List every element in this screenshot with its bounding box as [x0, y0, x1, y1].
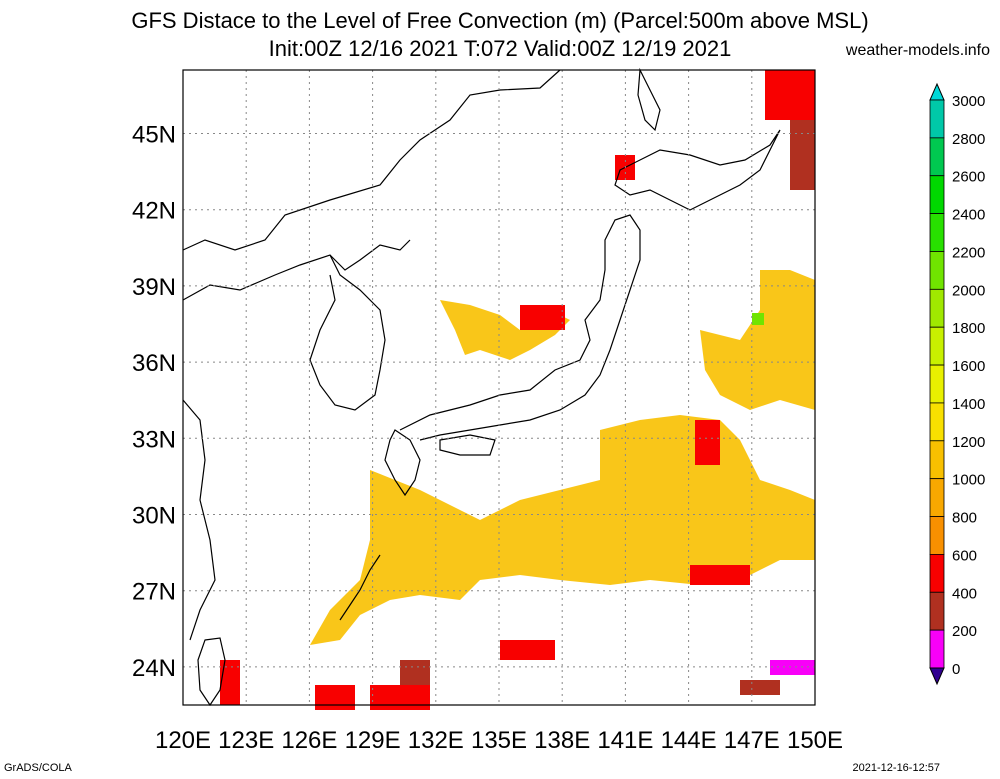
lon-label-138E: 138E	[534, 727, 590, 754]
coast-hokkaido	[614, 129, 781, 211]
colorbar-swatch	[929, 402, 945, 442]
lat-label-42N: 42N	[132, 198, 176, 225]
colorbar-label-1800: 1800	[952, 320, 985, 337]
field-red-8	[765, 70, 815, 120]
colorbar-label-1600: 1600	[952, 358, 985, 375]
map-svg: 120E 123E 126E 129E 132E 135E 138E 141E 144E 147E…	[132, 67, 985, 754]
site-credit: weather-models.info	[845, 42, 990, 59]
coast-shikoku	[439, 434, 496, 456]
lat-label-33N: 33N	[132, 426, 176, 453]
colorbar-swatch	[929, 175, 945, 215]
colorbar-top-arrow	[929, 82, 945, 101]
colorbar-swatch	[929, 251, 945, 290]
lat-label-27N: 27N	[132, 579, 176, 606]
field-magenta-1	[770, 660, 815, 675]
field-red-1	[695, 420, 720, 465]
lat-label-39N: 39N	[132, 274, 176, 301]
colorbar-label-400: 400	[952, 585, 977, 602]
lon-axis: 120E 123E 126E 129E 132E 135E 138E 141E 144E 147E…	[155, 727, 843, 754]
colorbar-label-1200: 1200	[952, 434, 985, 451]
colorbar-label-2000: 2000	[952, 282, 985, 299]
field-east	[700, 270, 815, 410]
footer-timestamp: 2021-12-16-12:57	[852, 762, 940, 774]
colorbar-swatch	[929, 516, 945, 555]
chart-title: GFS Distace to the Level of Free Convect…	[131, 8, 869, 33]
map-frame	[182, 69, 816, 706]
grid	[183, 70, 815, 705]
colorbar-label-800: 800	[952, 510, 977, 527]
lon-label-132E: 132E	[408, 727, 464, 754]
lon-label-135E: 135E	[471, 727, 527, 754]
lat-label-36N: 36N	[132, 350, 176, 377]
colorbar-label-600: 600	[952, 547, 977, 564]
lat-label-24N: 24N	[132, 655, 176, 682]
lon-label-123E: 123E	[218, 727, 274, 754]
field-red-4	[520, 305, 565, 330]
lon-label-150E: 150E	[787, 727, 843, 754]
field-red-2	[690, 565, 750, 585]
colorbar-swatch	[929, 364, 945, 404]
colorbar-swatch	[929, 591, 945, 631]
field-red-5	[370, 685, 430, 710]
colorbar-label-3000: 3000	[952, 93, 985, 110]
colorbar-swatch	[929, 554, 945, 593]
colorbar-label-1000: 1000	[952, 472, 985, 489]
colorbar-swatch	[929, 137, 945, 177]
colorbar-swatch	[929, 99, 945, 139]
lon-label-129E: 129E	[345, 727, 401, 754]
colorbar-swatch	[929, 213, 945, 252]
lat-label-45N: 45N	[132, 122, 176, 149]
footer-credit: GrADS/COLA	[4, 762, 72, 774]
colorbar-label-2600: 2600	[952, 169, 985, 186]
colorbar-swatch	[929, 288, 945, 328]
lat-axis: 45N 42N 39N 36N 33N 30N 27N 24N	[132, 122, 176, 682]
coast-taiwan	[197, 637, 226, 707]
coast-kyushu	[384, 429, 421, 497]
colorbar-label-1400: 1400	[952, 396, 985, 413]
lon-label-141E: 141E	[597, 727, 653, 754]
colorbar-label-2800: 2800	[952, 131, 985, 148]
colorbar-swatch	[929, 478, 945, 517]
chart-subtitle: Init:00Z 12/16 2021 T:072 Valid:00Z 12/1…	[268, 36, 732, 61]
coast-ryukyu	[339, 554, 381, 621]
coast-korea	[309, 254, 386, 411]
colorbar-swatch	[929, 440, 945, 480]
colorbar-bottom-arrow	[929, 667, 945, 686]
colorbar-label-2200: 2200	[952, 244, 985, 261]
lon-label-126E: 126E	[281, 727, 337, 754]
lon-label-120E: 120E	[155, 727, 211, 754]
field-red-3	[500, 640, 555, 660]
colorbar-swatch	[929, 629, 945, 669]
field-red-7	[220, 660, 240, 705]
coast-sakhalin	[637, 67, 661, 132]
colorbar-label-0: 0	[952, 661, 960, 678]
coast-china-south	[182, 399, 216, 641]
coastlines	[182, 67, 781, 707]
colorbar: 3000280026002400220020001800160014001200…	[929, 82, 985, 686]
colorbar-swatch	[929, 326, 945, 366]
field-brown-3	[740, 680, 780, 695]
coast-honshu	[399, 214, 641, 441]
field-brown-2	[790, 120, 815, 190]
lon-label-144E: 144E	[661, 727, 717, 754]
lon-label-147E: 147E	[724, 727, 780, 754]
field-green-1	[752, 313, 764, 325]
lat-label-30N: 30N	[132, 503, 176, 530]
field-japan-sea	[440, 300, 570, 360]
field-brown-1	[400, 660, 430, 685]
field-red-6	[315, 685, 355, 710]
coast-continent	[182, 69, 561, 301]
colorbar-label-2400: 2400	[952, 207, 985, 224]
colorbar-label-200: 200	[952, 623, 977, 640]
